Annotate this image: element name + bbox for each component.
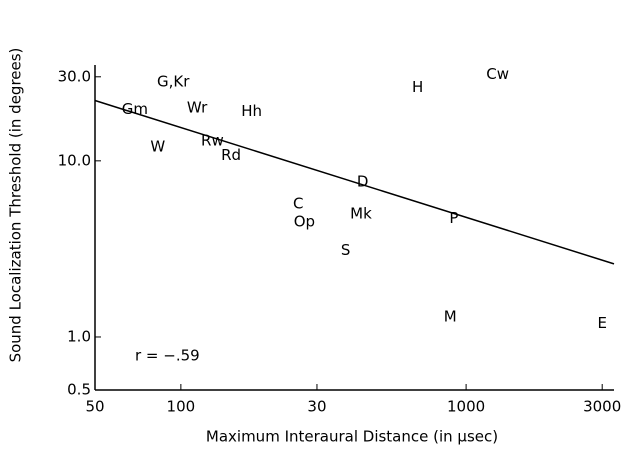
point-label: M (444, 307, 457, 325)
y-tick-label: 30.0 (58, 67, 91, 85)
x-tick-label: 30 (307, 398, 326, 416)
point-label: S (341, 241, 351, 259)
x-tick-label: 3000 (583, 398, 621, 416)
point-label: Rw (201, 131, 224, 149)
point-label: Gm (122, 100, 148, 118)
point-label: E (597, 314, 606, 332)
y-tick-label: 1.0 (67, 327, 91, 345)
point-label: W (150, 137, 165, 155)
point-label: Mk (350, 204, 372, 222)
x-tick-label: 50 (85, 398, 104, 416)
x-tick-label: 100 (167, 398, 196, 416)
point-label: Cw (486, 65, 509, 83)
point-label: D (357, 172, 369, 190)
x-axis-label: Maximum Interaural Distance (in µsec) (206, 428, 498, 446)
point-label: Rd (221, 146, 241, 164)
y-tick-label: 10.0 (58, 151, 91, 169)
annotation: r = −.59 (135, 347, 200, 365)
point-label: Op (294, 212, 315, 230)
point-label: G,Kr (157, 73, 190, 91)
point-label: P (449, 209, 458, 227)
x-tick-label: 1000 (447, 398, 485, 416)
fit-line (94, 99, 615, 265)
point-label: H (412, 78, 423, 96)
y-axis-label: Sound Localization Threshold (in degrees… (7, 48, 25, 363)
point-label: Wr (187, 98, 208, 116)
point-label: C (293, 194, 303, 212)
y-tick-label: 0.5 (67, 381, 91, 399)
point-label: Hh (241, 102, 262, 120)
